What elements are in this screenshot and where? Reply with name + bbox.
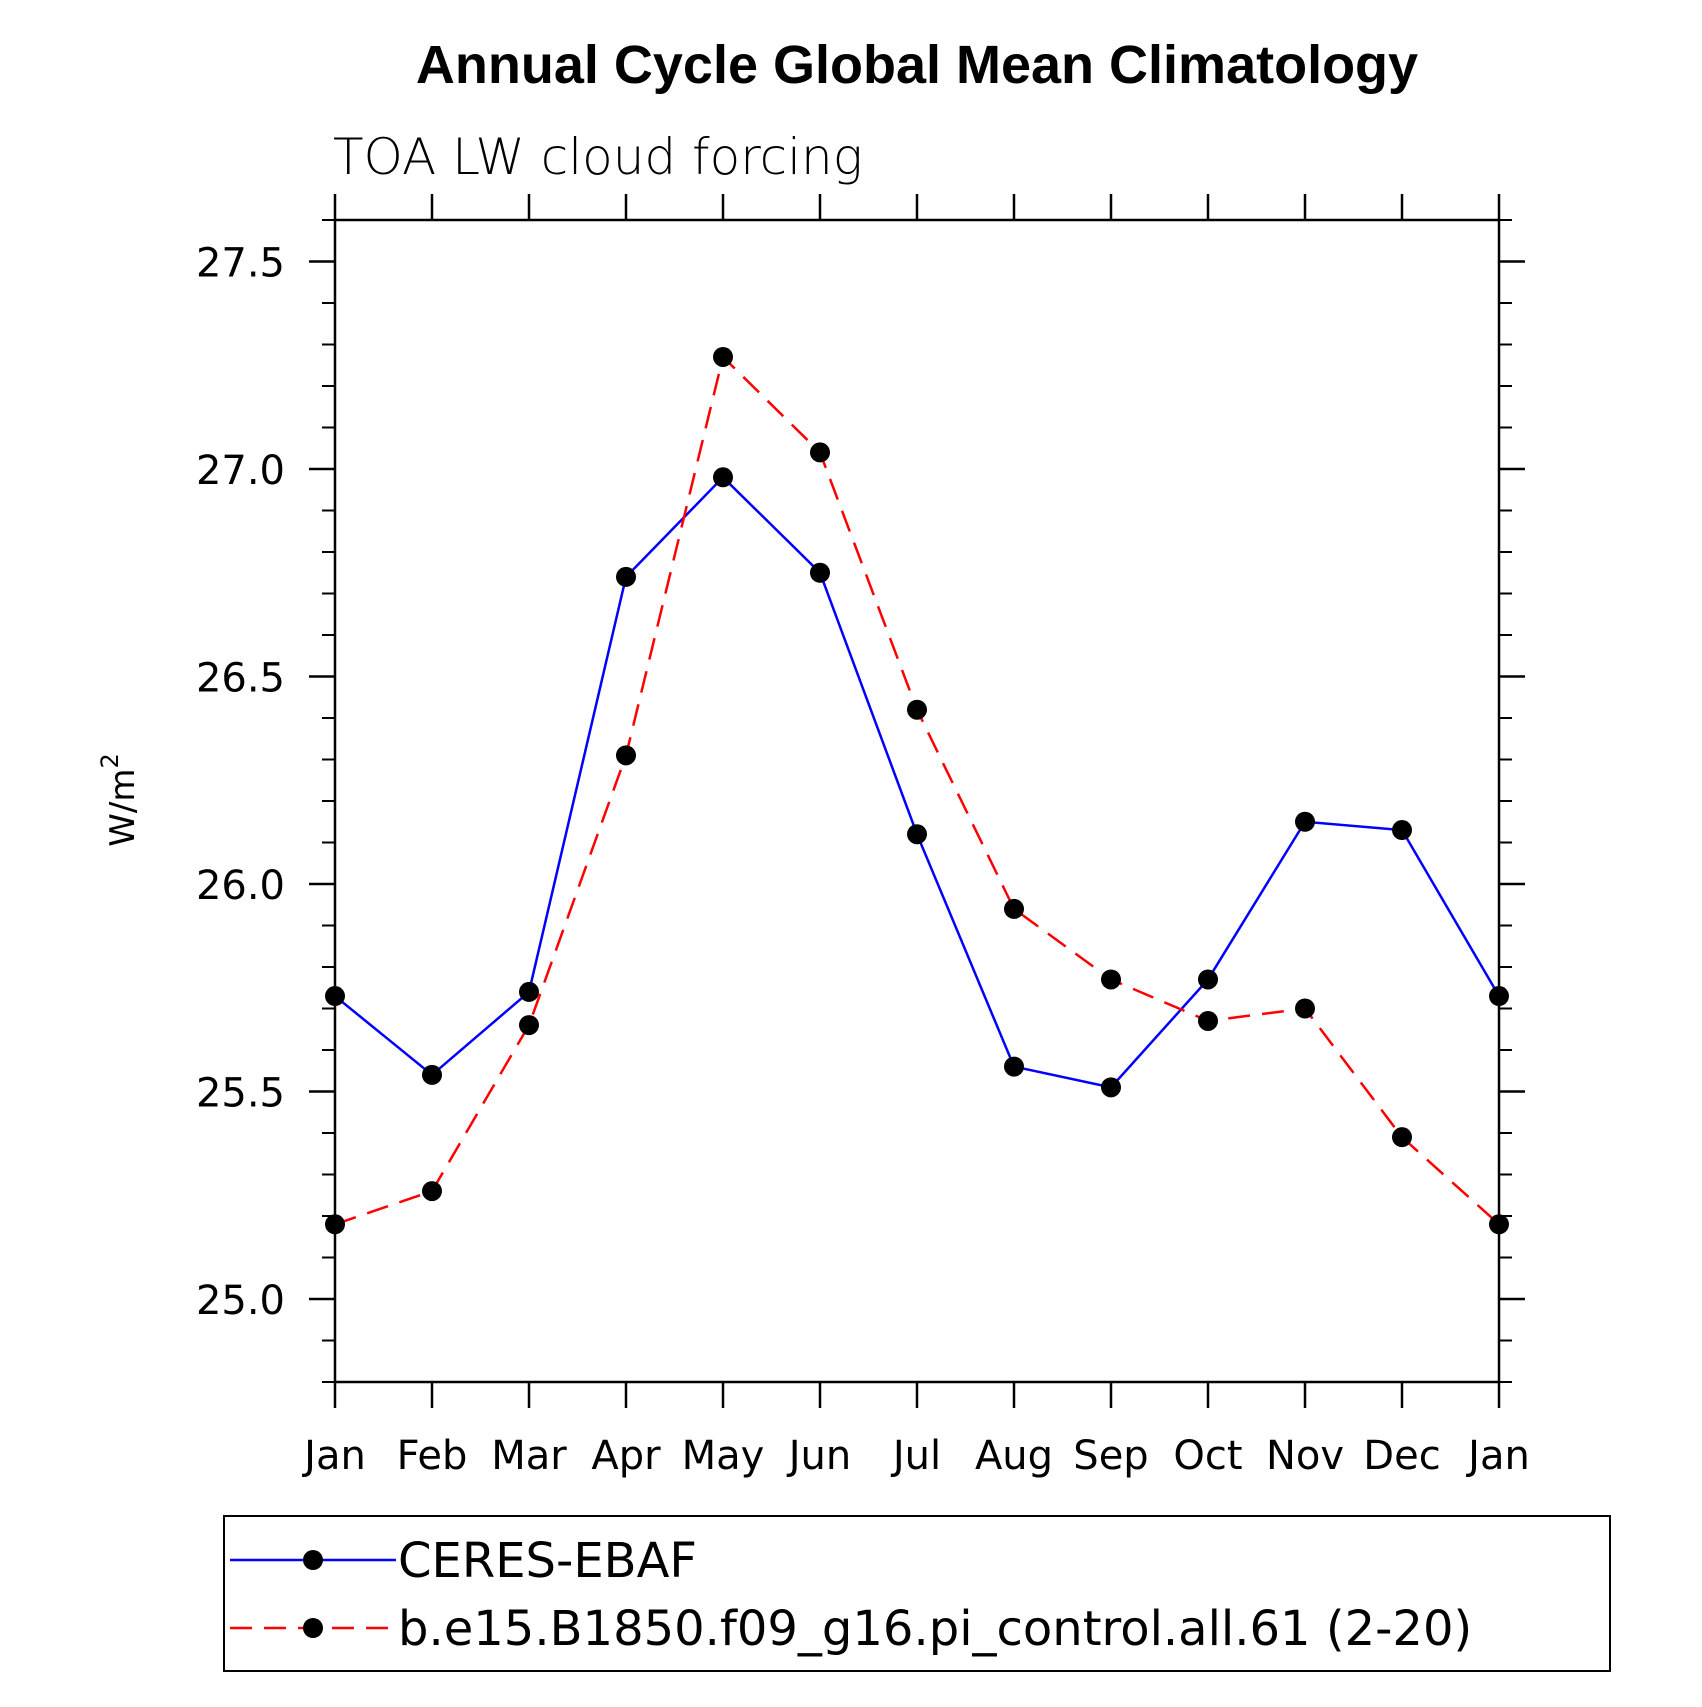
x-tick-label: Dec [1363,1433,1440,1479]
y-tick-label: 25.0 [196,1278,285,1324]
y-axis-label: W/m2 [96,753,143,846]
legend-label-1: b.e15.B1850.f09_g16.pi_control.all.61 (2… [398,1601,1472,1657]
x-tick-label: Sep [1073,1433,1148,1479]
x-tick-label: Jun [786,1433,852,1479]
data-point [616,566,636,587]
data-point [519,981,539,1002]
data-point [422,1181,442,1202]
y-tick-label: 26.5 [196,656,285,702]
data-point [519,1015,539,1036]
legend: CERES-EBAF b.e15.B1850.f09_g16.pi_control… [223,1515,1611,1672]
y-axis-label-superscript: 2 [96,753,124,768]
series-layer [325,346,1509,1235]
data-point [713,467,733,488]
data-point [1489,1214,1509,1235]
data-point [1295,998,1315,1019]
y-axis-label-text: W/m [103,769,143,847]
data-point [1101,1077,1121,1098]
data-point [325,986,345,1007]
legend-marker-0 [303,1550,323,1570]
axes-layer: Jan Feb Mar Apr May Jun Jul Aug Sep Oct Nov Dec Jan 2… [196,194,1530,1479]
y-tick-label: 27.5 [196,241,285,287]
chart-title: Annual Cycle Global Mean Climatology [416,35,1418,95]
legend-frame [223,1515,1611,1672]
data-point [713,346,733,367]
data-point [1004,1056,1024,1077]
x-tick-label: May [682,1433,765,1479]
data-point [810,442,830,463]
series-line-1 [334,354,1500,1226]
data-point [1101,969,1121,990]
legend-label-0: CERES-EBAF [398,1533,697,1589]
y-tick-label: 26.0 [196,863,285,909]
data-point [1198,969,1218,990]
x-tick-label: Oct [1173,1433,1242,1479]
data-point [616,745,636,766]
data-point [1004,898,1024,919]
y-tick-label: 27.0 [196,448,285,494]
y-tick-label: 25.5 [196,1071,285,1117]
data-point [1392,820,1412,841]
data-point [1392,1127,1412,1148]
x-tick-label: Apr [591,1433,661,1479]
x-tick-label: Mar [491,1433,567,1479]
data-point [907,824,927,845]
x-tick-label: Jan [301,1433,366,1479]
data-point [1489,986,1509,1007]
data-point [1295,811,1315,832]
chart-subtitle: TOA LW cloud forcing [333,128,863,186]
data-point [422,1064,442,1085]
x-tick-label: Aug [975,1433,1053,1479]
data-point [325,1214,345,1235]
series-line-0 [334,475,1501,1089]
x-tick-label: Nov [1266,1433,1344,1479]
plot-frame [333,218,1501,1384]
x-tick-label: Jan [1465,1433,1530,1479]
data-point [1198,1010,1218,1031]
data-point [810,562,830,583]
data-point [907,699,927,720]
x-tick-label: Jul [890,1433,941,1479]
legend-marker-1 [303,1618,323,1638]
x-tick-label: Feb [397,1433,468,1479]
